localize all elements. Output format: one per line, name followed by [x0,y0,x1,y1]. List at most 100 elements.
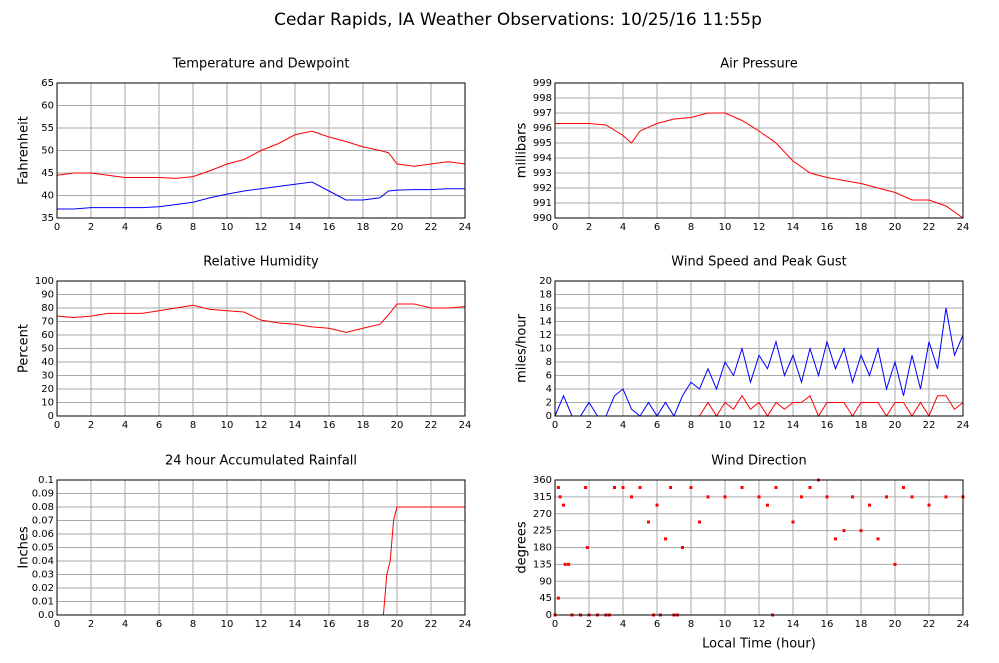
x-tick-label: 8 [190,420,196,431]
x-tick-label: 12 [255,420,268,431]
y-tick-label: 0.09 [32,489,54,500]
x-tick-label: 22 [923,420,936,431]
y-tick-label: 8 [546,357,552,368]
data-point [910,495,914,499]
y-tick-label: 4 [546,384,552,395]
y-tick-label: 992 [533,183,552,194]
y-axis-label: millibars [515,123,530,179]
x-tick-label: 14 [787,222,800,233]
y-tick-label: 50 [41,146,54,157]
x-tick-label: 16 [821,420,834,431]
x-tick-label: 24 [957,222,970,233]
plot-border [554,82,964,219]
data-point [584,486,588,489]
x-axis-label: Local Time (hour) [702,637,816,652]
data-point [868,503,871,507]
x-tick-label: 10 [221,222,234,233]
x-tick-label: 18 [357,420,370,431]
data-point [893,562,897,566]
y-tick-label: 50 [41,344,54,355]
plot-border [56,82,466,219]
y-tick-label: 995 [533,138,552,149]
x-tick-label: 4 [620,222,626,233]
x-tick-label: 20 [889,222,902,233]
x-tick-label: 20 [889,420,902,431]
x-tick-label: 2 [586,222,592,233]
y-tick-label: 270 [533,509,552,520]
x-tick-label: 18 [357,619,370,630]
data-point [630,495,633,499]
y-tick-label: 0.07 [32,516,54,527]
data-line [554,307,964,418]
x-tick-label: 12 [255,222,268,233]
x-tick-label: 10 [719,420,732,431]
data-point [669,486,673,489]
y-tick-label: 0 [48,411,54,422]
data-point [563,562,567,566]
y-tick-label: 998 [533,93,552,104]
x-tick-label: 24 [459,420,472,431]
x-tick-label: 10 [719,222,732,233]
x-tick-label: 6 [654,222,660,233]
x-tick-label: 0 [54,619,60,630]
x-tick-label: 0 [552,420,558,431]
y-tick-label: 0.08 [32,502,54,513]
x-tick-label: 10 [221,420,234,431]
data-point [655,503,659,507]
x-tick-label: 0 [552,619,558,630]
x-tick-label: 20 [391,420,404,431]
x-tick-label: 16 [821,222,834,233]
data-point [638,486,642,489]
data-point [585,546,589,549]
x-tick-label: 16 [323,222,336,233]
y-tick-label: 0.0 [38,610,54,621]
x-tick-label: 22 [425,619,438,630]
x-tick-label: 18 [357,222,370,233]
x-tick-label: 24 [459,619,472,630]
y-tick-label: 90 [41,290,54,301]
x-tick-label: 4 [122,222,128,233]
chart-title: Wind Direction [711,454,807,469]
x-tick-label: 0 [552,222,558,233]
data-line [56,303,466,333]
data-point [556,486,560,489]
data-point [834,537,837,541]
y-tick-label: 6 [546,371,552,382]
x-tick-label: 6 [156,420,162,431]
x-tick-label: 8 [688,222,694,233]
data-point [842,529,846,533]
x-tick-label: 22 [923,222,936,233]
x-tick-label: 12 [753,222,766,233]
y-tick-label: 20 [539,276,552,287]
y-axis-label: Percent [17,324,32,373]
data-line [555,112,964,219]
data-point [800,495,803,499]
data-point [851,495,854,499]
y-tick-label: 0 [546,610,552,621]
x-tick-label: 0 [54,420,60,431]
x-tick-label: 24 [957,420,970,431]
data-point [556,596,560,600]
y-tick-label: 0.1 [38,475,54,486]
chart-title: Temperature and Dewpoint [172,57,350,72]
x-tick-label: 4 [122,619,128,630]
y-tick-label: 0.04 [32,556,54,567]
y-tick-label: 999 [533,78,552,89]
data-point [791,520,795,524]
data-point [664,537,667,541]
y-tick-label: 0 [546,411,552,422]
x-tick-label: 2 [586,420,592,431]
x-tick-label: 16 [821,619,834,630]
y-tick-label: 45 [539,593,552,604]
y-tick-label: 10 [539,344,552,355]
data-point [859,529,863,533]
y-tick-label: 90 [539,576,552,587]
y-tick-label: 0.03 [32,570,54,581]
data-point [621,486,625,489]
y-tick-label: 40 [41,357,54,368]
data-line [57,181,465,210]
data-point [808,486,812,489]
x-tick-label: 24 [459,222,472,233]
x-tick-label: 18 [855,222,868,233]
